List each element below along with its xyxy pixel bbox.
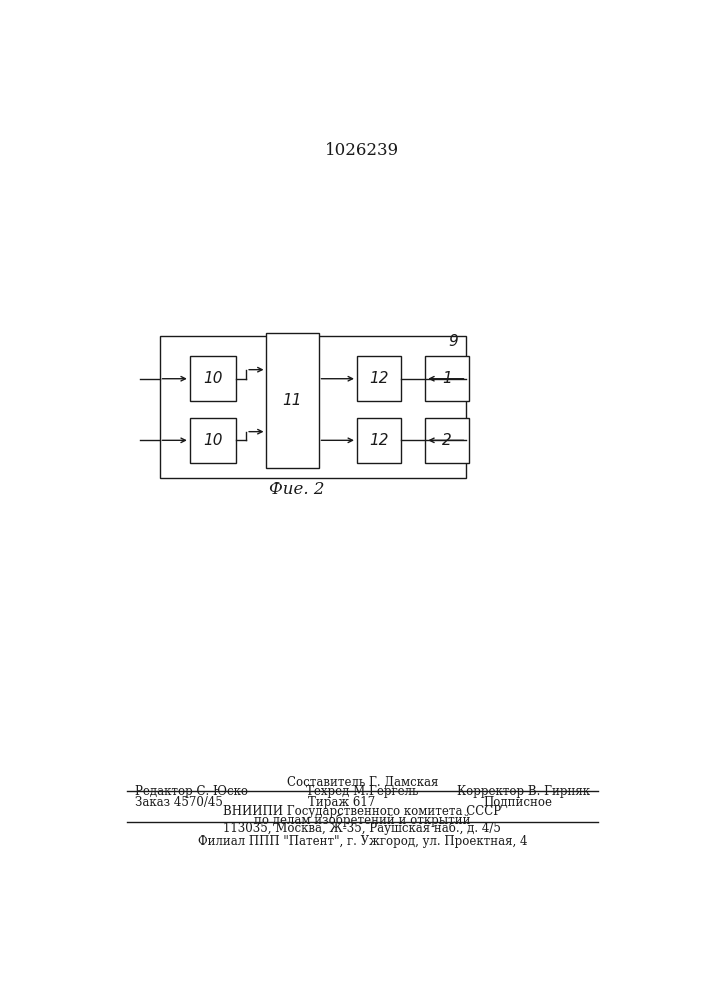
Text: 10: 10 (204, 371, 223, 386)
Text: 113035, Москва, Ж-35, Раушская наб., д. 4/5: 113035, Москва, Ж-35, Раушская наб., д. … (223, 822, 501, 835)
Bar (426, 418, 469, 463)
Bar (189, 356, 236, 401)
Text: по делам изобретений и открытий: по делам изобретений и открытий (254, 813, 471, 827)
Text: Составитель Г. Дамская: Составитель Г. Дамская (286, 776, 438, 789)
Text: Тираж 617: Тираж 617 (308, 796, 375, 809)
Text: ВНИИПИ Государственного комитета СССР: ВНИИПИ Государственного комитета СССР (223, 805, 501, 818)
Text: 9: 9 (448, 334, 457, 349)
Bar (267, 333, 319, 468)
Text: 1026239: 1026239 (325, 142, 399, 159)
Text: Заказ 4570/45: Заказ 4570/45 (135, 796, 223, 809)
Text: 2: 2 (443, 433, 452, 448)
Text: Редактор С. Юско: Редактор С. Юско (135, 785, 248, 798)
Text: 12: 12 (369, 371, 389, 386)
Text: Корректор В. Гирняк: Корректор В. Гирняк (457, 785, 590, 798)
Text: Техред М.Гергель: Техред М.Гергель (306, 785, 419, 798)
Bar (160, 336, 467, 478)
Text: Подписное: Подписное (483, 796, 552, 809)
Text: Фue. 2: Фue. 2 (269, 481, 325, 498)
Text: 10: 10 (204, 433, 223, 448)
Bar (357, 418, 401, 463)
Text: 11: 11 (283, 393, 302, 408)
Bar (357, 356, 401, 401)
Text: Филиал ППП "Патент", г. Ужгород, ул. Проектная, 4: Филиал ППП "Патент", г. Ужгород, ул. Про… (197, 835, 527, 848)
Bar (189, 418, 236, 463)
Bar (426, 356, 469, 401)
Text: 1: 1 (443, 371, 452, 386)
Text: 12: 12 (369, 433, 389, 448)
